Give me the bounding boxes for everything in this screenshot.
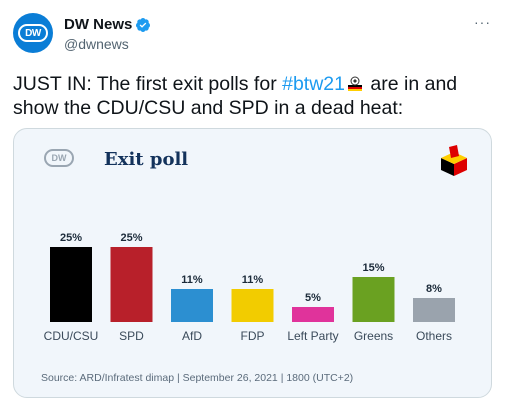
bar-cdu-csu bbox=[50, 247, 92, 322]
bar-afd bbox=[171, 289, 213, 322]
value-label: 11% bbox=[242, 274, 264, 286]
tweet-text: JUST IN: The first exit polls for #btw21… bbox=[13, 72, 493, 120]
display-name[interactable]: DW News bbox=[64, 16, 133, 33]
bar-spd bbox=[110, 247, 153, 322]
ballot-flag-emoji-icon bbox=[348, 76, 362, 91]
tweet-text-part2: are in and show the CDU/CSU and SPD in a… bbox=[13, 73, 458, 119]
dw-avatar-logo: DW bbox=[18, 24, 48, 42]
chart-title: Exit poll bbox=[104, 149, 189, 170]
avatar[interactable]: DW bbox=[13, 13, 53, 53]
ballot-box-icon bbox=[441, 145, 467, 176]
hashtag-link[interactable]: #btw21 bbox=[282, 73, 345, 95]
value-label: 15% bbox=[362, 262, 384, 274]
category-label: Greens bbox=[354, 329, 393, 343]
verified-badge-icon bbox=[136, 17, 151, 32]
category-label: Left Party bbox=[287, 329, 338, 343]
value-label: 11% bbox=[181, 274, 203, 286]
category-label: FDP bbox=[241, 329, 265, 343]
source-caption: Source: ARD/Infratest dimap | September … bbox=[41, 372, 354, 384]
value-label: 8% bbox=[426, 283, 442, 295]
bar-left-party bbox=[292, 307, 334, 322]
value-label: 25% bbox=[120, 232, 142, 244]
bar-chart: 25% CDU/CSU 25% SPD 11% AfD 11% FDP 5% Left Party… bbox=[44, 232, 455, 343]
category-label: Others bbox=[416, 329, 452, 343]
image-card[interactable]: DW Exit poll 25% CDU/CSU 25% SPD 11% AfD 11% FD… bbox=[13, 128, 492, 398]
category-label: CDU/CSU bbox=[44, 329, 99, 343]
tweet-text-part1: JUST IN: The first exit polls for bbox=[13, 73, 283, 95]
handle[interactable]: @dwnews bbox=[64, 36, 129, 52]
bar-others bbox=[413, 298, 455, 322]
bar-fdp bbox=[231, 289, 274, 322]
author-name-row[interactable]: DW News bbox=[64, 16, 151, 33]
value-label: 25% bbox=[60, 232, 82, 244]
category-label: AfD bbox=[182, 329, 202, 343]
category-label: SPD bbox=[119, 329, 144, 343]
value-label: 5% bbox=[305, 292, 321, 304]
more-options-icon[interactable]: ··· bbox=[474, 14, 491, 30]
dw-logo-icon: DW bbox=[44, 149, 74, 167]
bar-greens bbox=[352, 277, 395, 322]
